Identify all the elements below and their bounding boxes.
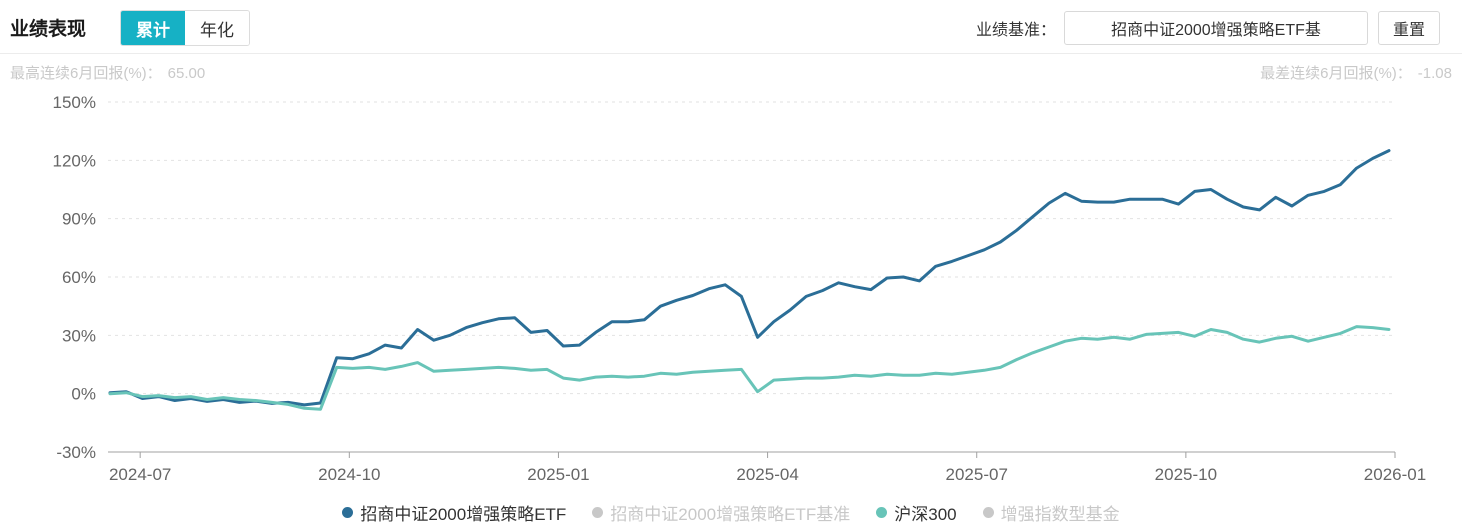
benchmark-label: 业绩基准： xyxy=(975,22,1056,39)
chart-legend: 招商中证2000增强策略ETF 招商中证2000增强策略ETF基准 沪深300 … xyxy=(0,500,1462,525)
worst-6m-return-label: 最差连续6月回报(%)： xyxy=(1260,65,1412,82)
header-divider xyxy=(0,53,1462,54)
y-axis-label: 90% xyxy=(62,210,96,229)
page-title: 业绩表现 xyxy=(10,19,87,40)
performance-line-chart[interactable]: 150% 120% 90% 60% 30% 0% -30% 2024-07 2024-10 202… xyxy=(0,60,1462,500)
y-axis-label: 0% xyxy=(71,385,96,404)
reset-button[interactable]: 重置 xyxy=(1377,11,1440,45)
x-axis-label: 2025-07 xyxy=(946,465,1008,484)
legend-item-etf[interactable]: 招商中证2000增强策略ETF xyxy=(342,500,566,525)
x-axis-label: 2026-01 xyxy=(1364,465,1426,484)
legend-item-hs300[interactable]: 沪深300 xyxy=(876,500,957,525)
x-axis-label: 2025-10 xyxy=(1155,465,1217,484)
benchmark-controls: 业绩基准： 招商中证2000增强策略ETF基 重置 xyxy=(976,10,1440,46)
x-axis-label: 2025-01 xyxy=(527,465,589,484)
worst-6m-return-value: -1.08 xyxy=(1417,65,1452,82)
legend-dot-etf-benchmark-icon xyxy=(592,507,604,518)
y-axis-label: -30% xyxy=(56,443,96,462)
best-6m-return-label: 最高连续6月回报(%)： xyxy=(10,65,162,82)
tab-cumulative[interactable]: 累计 xyxy=(121,11,185,45)
view-mode-tabs: 累计 年化 xyxy=(120,10,250,46)
legend-dot-hs300-icon xyxy=(876,507,888,518)
legend-item-etf-benchmark[interactable]: 招商中证2000增强策略ETF基准 xyxy=(592,500,850,525)
chart-header: 业绩表现 累计 年化 业绩基准： 招商中证2000增强策略ETF基 重置 xyxy=(0,0,1462,53)
worst-6m-return: 最差连续6月回报(%)： -1.08 xyxy=(1260,62,1452,83)
x-axis-label: 2025-04 xyxy=(736,465,798,484)
x-axis-label: 2024-10 xyxy=(318,465,380,484)
best-6m-return-value: 65.00 xyxy=(167,65,206,82)
legend-dot-enhanced-index-icon xyxy=(982,507,994,518)
tab-annualized[interactable]: 年化 xyxy=(185,11,249,45)
best-6m-return: 最高连续6月回报(%)： 65.00 xyxy=(10,62,205,83)
y-axis-label: 30% xyxy=(62,326,96,345)
legend-dot-etf-icon xyxy=(342,507,354,518)
series-line xyxy=(108,149,1391,407)
y-axis-label: 150% xyxy=(53,93,96,112)
series-line xyxy=(108,325,1391,411)
legend-item-enhanced-index[interactable]: 增强指数型基金 xyxy=(982,500,1120,525)
y-axis-label: 120% xyxy=(53,151,96,170)
benchmark-select[interactable]: 招商中证2000增强策略ETF基 xyxy=(1063,11,1368,45)
y-axis-label: 60% xyxy=(62,268,96,287)
x-axis-label: 2024-07 xyxy=(109,465,171,484)
stats-row: 最高连续6月回报(%)： 65.00 最差连续6月回报(%)： -1.08 xyxy=(0,62,1462,82)
